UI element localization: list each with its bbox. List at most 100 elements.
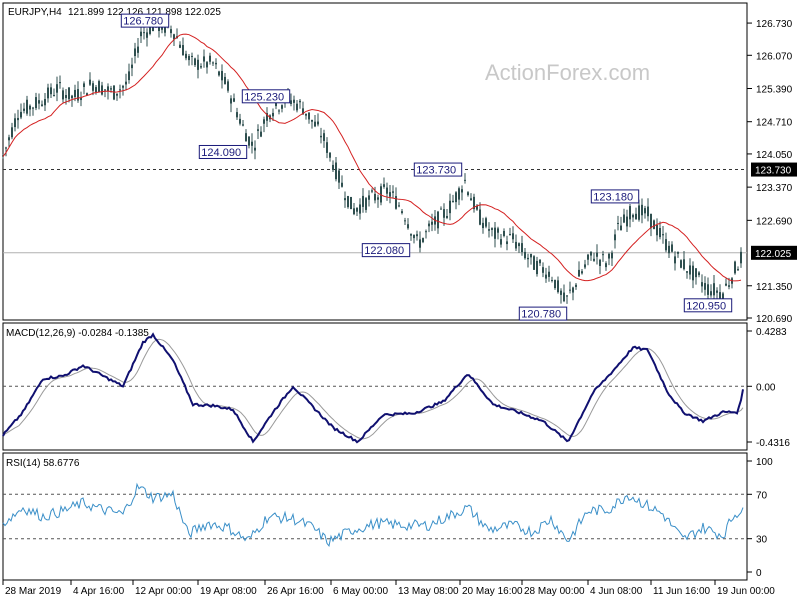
macd-signal-line — [2, 338, 744, 440]
candle-body — [569, 289, 571, 291]
candle-body — [626, 216, 628, 227]
candle-body — [485, 218, 487, 227]
candle-body — [371, 190, 373, 192]
price-label-box — [518, 306, 568, 321]
candle-body — [35, 97, 37, 109]
candle-body — [212, 62, 214, 64]
candle-body — [656, 225, 658, 236]
candle-body — [353, 208, 355, 215]
candle-body — [389, 192, 391, 197]
time-tick-label: 28 May 00:00 — [524, 586, 585, 597]
candle-body — [311, 119, 313, 122]
candle-body — [557, 280, 559, 293]
candle-body — [350, 197, 352, 210]
candle-body — [680, 260, 682, 268]
candle-body — [83, 83, 85, 87]
macd-tick-label: 0.00 — [756, 382, 776, 393]
candle-body — [488, 229, 490, 231]
candle-body — [668, 245, 670, 254]
candle-body — [32, 107, 34, 109]
candle-body — [299, 100, 301, 103]
candle-body — [344, 198, 346, 201]
candle-body — [113, 85, 115, 100]
candle-body — [245, 133, 247, 142]
candle-body — [446, 215, 448, 218]
candle-body — [233, 98, 235, 102]
price-tick-label: 124.710 — [756, 118, 793, 129]
candle-body — [68, 87, 70, 100]
candle-body — [647, 206, 649, 217]
candle-body — [539, 259, 541, 264]
candle-body — [395, 196, 397, 209]
candle-body — [263, 119, 265, 124]
candle-body — [632, 214, 634, 218]
candle-body — [86, 93, 88, 96]
current-price-badge — [751, 245, 797, 260]
candle-body — [254, 147, 256, 151]
price-label-text: 123.730 — [416, 165, 456, 177]
time-tick-label: 19 Jun 00:00 — [717, 586, 775, 597]
candle-body — [614, 234, 616, 241]
candle-body — [242, 124, 244, 126]
candle-body — [461, 189, 463, 193]
price-label: 120.950 — [683, 298, 733, 313]
candle-body — [341, 182, 343, 187]
candle-body — [209, 55, 211, 62]
candle-body — [257, 129, 259, 131]
candle-body — [686, 271, 688, 273]
candle-body — [419, 239, 421, 248]
time-tick-label: 20 May 16:00 — [462, 586, 523, 597]
candle-body — [707, 284, 709, 295]
price-label: 126.780 — [120, 13, 170, 28]
candle-body — [677, 251, 679, 254]
price-label-text: 126.780 — [123, 16, 163, 28]
candle-body — [590, 251, 592, 256]
rsi-title: RSI(14) 58.6776 — [6, 458, 80, 469]
candle-body — [320, 135, 322, 138]
candle-body — [422, 238, 424, 243]
candle-body — [512, 233, 514, 240]
candle-body — [95, 87, 97, 93]
candle-body — [413, 234, 415, 239]
candle-body — [194, 58, 196, 66]
candle-body — [377, 197, 379, 200]
candle-body — [449, 200, 451, 214]
time-tick-label: 12 Apr 00:00 — [135, 586, 192, 597]
candle-body — [44, 99, 46, 106]
time-tick-label: 28 Mar 2019 — [5, 586, 62, 597]
price-label-text: 122.080 — [364, 245, 404, 257]
price-label-box — [241, 89, 291, 104]
candle-body — [218, 71, 220, 76]
price-tick-label: 126.730 — [756, 19, 793, 30]
candle-body — [602, 254, 604, 256]
candle-body — [620, 225, 622, 231]
price-tick-label: 123.370 — [756, 183, 793, 194]
candle-body — [74, 89, 76, 98]
candle-body — [119, 89, 121, 91]
candle-body — [134, 48, 136, 57]
candle-body — [200, 66, 202, 68]
candle-body — [587, 254, 589, 260]
rsi-tick-label: 0 — [756, 568, 762, 579]
price-tick-label: 120.690 — [756, 314, 793, 325]
candle-body — [431, 221, 433, 225]
candle-body — [407, 224, 409, 229]
candle-body — [599, 259, 601, 266]
candle-body — [440, 208, 442, 210]
candle-body — [20, 111, 22, 118]
candle-body — [737, 269, 739, 271]
candle-body — [374, 193, 376, 201]
candle-body — [221, 71, 223, 81]
candle-body — [278, 110, 280, 112]
candle-body — [596, 252, 598, 257]
candle-body — [662, 234, 664, 236]
candle-body — [572, 287, 574, 293]
price-label: 120.780 — [518, 306, 568, 321]
candle-body — [443, 209, 445, 218]
candle-body — [644, 208, 646, 214]
candle-body — [653, 220, 655, 230]
candle-body — [59, 82, 61, 84]
candle-body — [116, 93, 118, 96]
candle-body — [314, 121, 316, 127]
